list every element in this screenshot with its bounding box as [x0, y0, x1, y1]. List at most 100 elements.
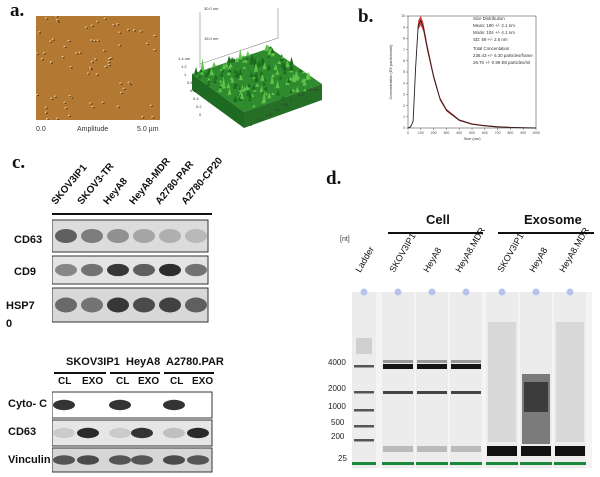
nta-legend-line: Mean: 190 +/- 2.1 nm — [473, 23, 515, 28]
surface-axis-left: 1.4 um 1.2 1 0.8 0.6 0.4 0.2 0 — [178, 56, 228, 126]
rrna-28s-shadow — [417, 360, 447, 363]
surface-peak — [259, 70, 264, 76]
nta-y-tick-label: 4 — [403, 81, 405, 85]
surface-peak — [197, 74, 202, 79]
sublane-label: CL — [170, 376, 184, 387]
surface-peak — [295, 86, 300, 93]
nta-y-tick-label: 2 — [403, 104, 405, 108]
surface-peak — [301, 70, 306, 74]
afm-particle-shadow — [109, 58, 112, 61]
nta-x-tick-label: 600 — [482, 131, 488, 135]
surface-peak — [294, 70, 299, 77]
afm-amplitude-image — [36, 16, 160, 120]
surface-peak — [234, 57, 239, 62]
afm-particle-shadow — [150, 105, 153, 107]
surface-peak — [206, 82, 211, 86]
blot-band — [81, 228, 103, 244]
surface-tick-right: 0.6 — [274, 107, 280, 112]
afm-particle-shadow — [57, 118, 60, 120]
surface-peak — [251, 76, 256, 79]
blot-band — [131, 455, 153, 465]
nta-y-tick-label: 3 — [403, 93, 405, 97]
surface-peak — [271, 51, 276, 56]
top-lane-underline — [52, 213, 212, 215]
surface-peak — [238, 89, 243, 93]
surface-peak — [198, 68, 203, 72]
surface-peak — [212, 61, 217, 67]
afm-particle-shadow — [95, 59, 98, 61]
nta-x-tick-label: 900 — [520, 131, 526, 135]
rrna-28s-band — [383, 364, 413, 369]
surface-peak — [227, 65, 232, 70]
group-underline-3 — [164, 372, 214, 374]
gel-well — [532, 288, 540, 296]
panel-c-label: c. — [12, 152, 26, 173]
group-underline-1 — [54, 372, 106, 374]
lower-marker-band — [382, 462, 414, 465]
blot-band — [133, 297, 155, 313]
afm-particle-shadow — [117, 24, 120, 26]
blot-band — [133, 263, 155, 277]
cd9-blot-row — [52, 255, 209, 285]
surface-tick-left: 0.8 — [187, 80, 193, 85]
surface-peak — [241, 55, 246, 58]
blot-band — [81, 297, 103, 313]
surface-peak — [251, 104, 256, 108]
nta-x-tick-label: 1000 — [532, 131, 540, 135]
surface-peak — [204, 74, 209, 77]
surface-peak — [245, 57, 250, 60]
surface-peak — [227, 87, 232, 95]
surface-peak — [282, 62, 287, 70]
afm-3d-surface — [192, 8, 322, 128]
blot-band — [131, 427, 153, 439]
afm-particle-shadow — [119, 32, 122, 34]
surface-peak — [206, 67, 211, 76]
blot-band — [185, 263, 207, 277]
blot-band — [159, 297, 181, 313]
exosome-rna-smear-core — [524, 382, 548, 412]
group-label-cell: Cell — [426, 212, 450, 227]
blot-band — [163, 455, 185, 465]
surface-peak — [221, 63, 226, 70]
afm-particle-shadow — [47, 119, 50, 120]
afm-scale-mid: Amplitude — [77, 126, 109, 133]
afm-particle-shadow — [50, 41, 53, 43]
blot-band — [77, 455, 99, 465]
gel-size-marker-label: 25 — [338, 454, 347, 463]
cd63-blot-row — [52, 219, 209, 253]
gel-lane — [382, 292, 414, 468]
afm-particle-shadow — [69, 115, 72, 117]
surface-peak — [291, 73, 296, 82]
afm-particle-shadow — [90, 68, 93, 71]
afm-particle-shadow — [123, 88, 126, 91]
surface-peak — [266, 55, 271, 58]
row-label-cd63: CD63 — [14, 234, 43, 246]
gel-lane-label: SKOV3IP1 — [387, 231, 418, 274]
nta-y-tick-label: 9 — [403, 25, 405, 29]
surface-peak — [238, 93, 243, 102]
surface-peak — [267, 92, 272, 99]
gel-lane-label: HeyA8 — [527, 245, 550, 274]
nta-x-tick-label: 0 — [407, 131, 409, 135]
afm-particle-shadow — [71, 97, 74, 99]
bottom-western-blot — [52, 391, 213, 473]
rrna-28s-band — [451, 364, 481, 369]
blot-band — [107, 263, 129, 277]
surface-peak — [218, 85, 223, 88]
nta-y-tick-label: 5 — [403, 70, 405, 74]
exosome-small-rna-band — [555, 446, 585, 456]
blot-band — [159, 228, 181, 244]
blot-band — [187, 427, 209, 439]
surface-tick-left: 1.4 um — [178, 56, 191, 61]
blot-band — [187, 455, 209, 465]
surface-tick-left: 0.6 — [190, 88, 196, 93]
afm-particle-shadow — [152, 116, 155, 119]
surface-peak — [262, 61, 267, 70]
afm-particle-shadow — [92, 106, 95, 109]
surface-peak — [233, 96, 238, 102]
nta-legend-line: SD: 59 +/- 2.6 nm — [473, 37, 508, 42]
afm-particle-shadow — [68, 40, 71, 43]
surface-peak — [200, 71, 205, 75]
z-top-label: 30.0 nm — [204, 6, 219, 11]
gel-size-marker-label: 1000 — [328, 402, 346, 411]
